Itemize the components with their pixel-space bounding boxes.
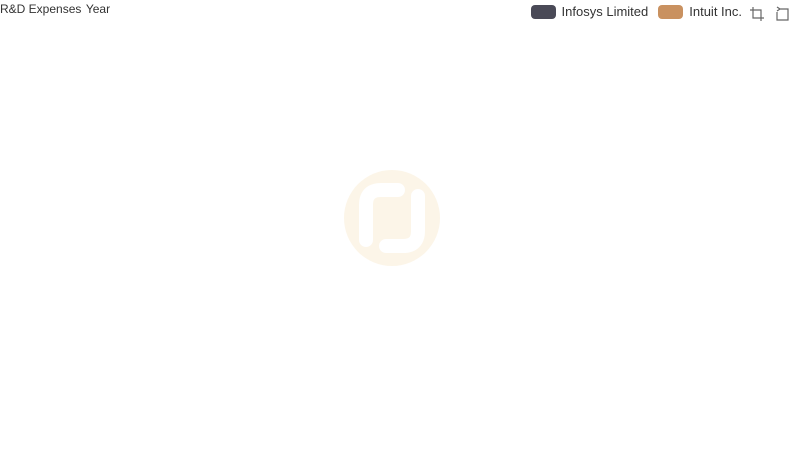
zoom-icon[interactable] xyxy=(749,6,765,22)
legend-label-infosys: Infosys Limited xyxy=(561,4,649,19)
toolbox xyxy=(749,6,790,22)
legend-swatch-intuit xyxy=(658,4,684,19)
x-axis-title: Year xyxy=(85,2,111,16)
restore-icon[interactable] xyxy=(774,6,790,22)
y-axis-title: R&D Expenses xyxy=(0,2,82,16)
legend-item-intuit[interactable]: Intuit Inc. xyxy=(658,4,742,19)
legend-swatch-infosys xyxy=(530,4,556,19)
legend: Infosys Limited Intuit Inc. xyxy=(530,4,742,19)
watermark-logo xyxy=(344,170,440,266)
legend-label-intuit: Intuit Inc. xyxy=(689,4,742,19)
legend-item-infosys[interactable]: Infosys Limited xyxy=(530,4,649,19)
